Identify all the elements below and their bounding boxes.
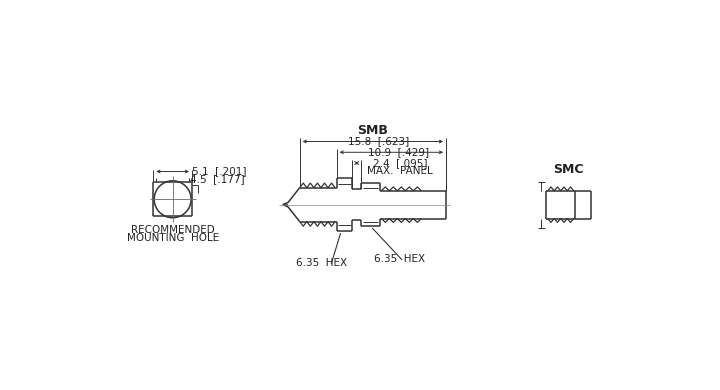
- Text: RECOMMENDED: RECOMMENDED: [131, 225, 215, 235]
- Text: 15.8  [.623]: 15.8 [.623]: [348, 136, 410, 147]
- Text: 10.9  [.429]: 10.9 [.429]: [369, 147, 430, 157]
- Text: 2.4  [.095]: 2.4 [.095]: [372, 158, 427, 168]
- Text: 5.1  [.201]: 5.1 [.201]: [192, 167, 246, 177]
- Text: 4.5  [.177]: 4.5 [.177]: [190, 174, 245, 184]
- Text: SMB: SMB: [357, 124, 388, 137]
- Text: MAX.  PANEL: MAX. PANEL: [367, 166, 433, 176]
- Text: 6.35  HEX: 6.35 HEX: [374, 254, 426, 264]
- Text: MOUNTING  HOLE: MOUNTING HOLE: [127, 233, 219, 243]
- Text: SMC: SMC: [553, 163, 584, 176]
- Text: 6.35  HEX: 6.35 HEX: [296, 258, 347, 268]
